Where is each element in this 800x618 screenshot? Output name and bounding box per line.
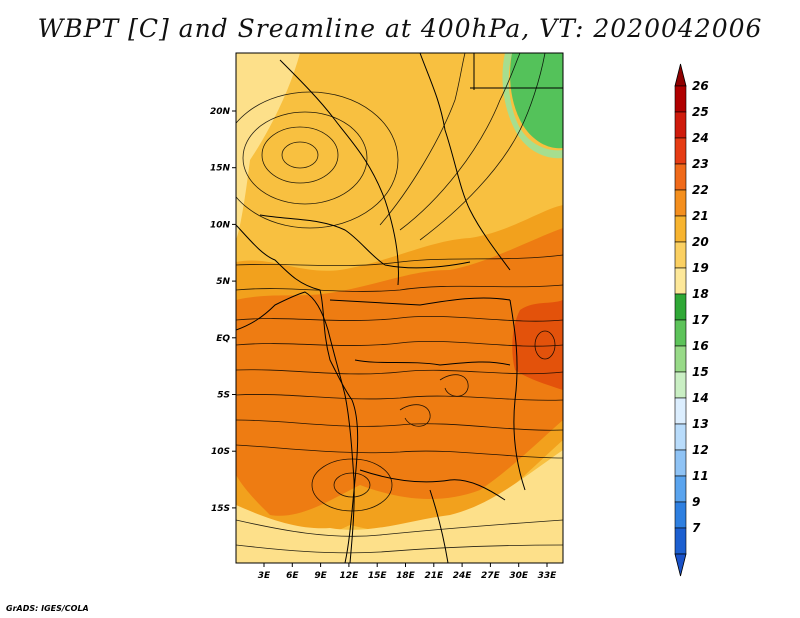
colorbar-segment: [674, 371, 687, 399]
colorbar-label: 16: [692, 339, 709, 353]
colorbar-segment: [674, 85, 687, 113]
colorbar-label: 18: [692, 287, 709, 301]
longitude-ticks: 3E 6E 9E 12E 15E 18E 21E 24E 27E 30E 33E: [258, 563, 557, 581]
colorbar-label: 9: [692, 495, 700, 509]
colorbar-label: 20: [692, 235, 709, 249]
lon-tick-label: 9E: [314, 571, 327, 581]
colorbar-segment: [674, 241, 687, 269]
colorbar-label: 19: [692, 261, 709, 275]
colorbar-segment: [674, 345, 687, 373]
colorbar-segment: [674, 215, 687, 243]
lat-tick-label: 20N: [210, 107, 231, 117]
colorbar-segment: [674, 267, 687, 295]
lon-tick-label: 24E: [453, 571, 473, 581]
lon-tick-label: 15E: [368, 571, 388, 581]
colorbar-segment: [674, 189, 687, 217]
lon-tick-label: 3E: [258, 571, 271, 581]
colorbar-segment: [674, 423, 687, 451]
lon-tick-label: 33E: [538, 571, 558, 581]
lat-tick-label: 10N: [210, 220, 231, 230]
colorbar-label: 21: [692, 209, 709, 223]
coastline: [236, 291, 355, 563]
lon-tick-label: 21E: [424, 571, 444, 581]
lat-tick-label: 15S: [211, 504, 230, 514]
lat-tick-label: 10S: [211, 447, 230, 457]
colorbar-label: 26: [692, 79, 709, 93]
colorbar-label: 7: [692, 521, 701, 535]
colorbar-label: 17: [692, 313, 709, 327]
colorbar-label: 11: [692, 469, 709, 483]
colorbar-segment: [674, 449, 687, 477]
colorbar: 26 25 24 23 22 21 20 19 18 17 16 15 14 13 12 11 9 7: [674, 63, 709, 577]
streamlines: [236, 53, 563, 554]
map-title: WBPT [C] and Sreamline at 400hPa, VT: 20…: [37, 14, 763, 43]
colorbar-label: 24: [692, 131, 709, 145]
colorbar-label: 13: [692, 417, 709, 431]
latitude-ticks: 20N 15N 10N 5N EQ 5S 10S 15S: [210, 107, 236, 514]
lat-tick-label: 15N: [210, 164, 231, 174]
wbpt-fill-24-25: [512, 300, 563, 390]
colorbar-max-arrow: [674, 63, 687, 87]
lon-tick-label: 12E: [340, 571, 360, 581]
lat-tick-label: 5S: [217, 391, 230, 401]
lon-tick-label: 18E: [396, 571, 416, 581]
colorbar-min-arrow: [674, 553, 687, 577]
colorbar-label: 12: [692, 443, 709, 457]
map-panel: [236, 53, 563, 563]
colorbar-segment: [674, 111, 687, 139]
colorbar-segment: [674, 319, 687, 347]
colorbar-label: 23: [692, 157, 709, 171]
colorbar-label: 14: [692, 391, 709, 405]
country-borders: [236, 53, 563, 563]
colorbar-segment: [674, 163, 687, 191]
colorbar-label: 22: [692, 183, 709, 197]
colorbar-segment: [674, 501, 687, 529]
colorbar-segment: [674, 527, 687, 555]
map-frame: [235, 52, 564, 564]
colorbar-segment: [674, 475, 687, 503]
lat-tick-label: 5N: [216, 277, 230, 287]
lat-tick-label: EQ: [216, 334, 230, 344]
lon-tick-label: 30E: [509, 571, 529, 581]
colorbar-segment: [674, 397, 687, 425]
wbpt-fill-18-19: [502, 53, 563, 159]
wbpt-fill-17-18: [510, 53, 563, 149]
lon-tick-label: 6E: [286, 571, 299, 581]
colorbar-segment: [674, 293, 687, 321]
colorbar-segment: [674, 137, 687, 165]
wbpt-fill-19-20: [236, 53, 300, 240]
lon-tick-label: 27E: [481, 571, 501, 581]
credit-label: GrADS: IGES/COLA: [6, 604, 89, 613]
colorbar-label: 15: [692, 365, 709, 379]
colorbar-label: 25: [692, 105, 709, 119]
